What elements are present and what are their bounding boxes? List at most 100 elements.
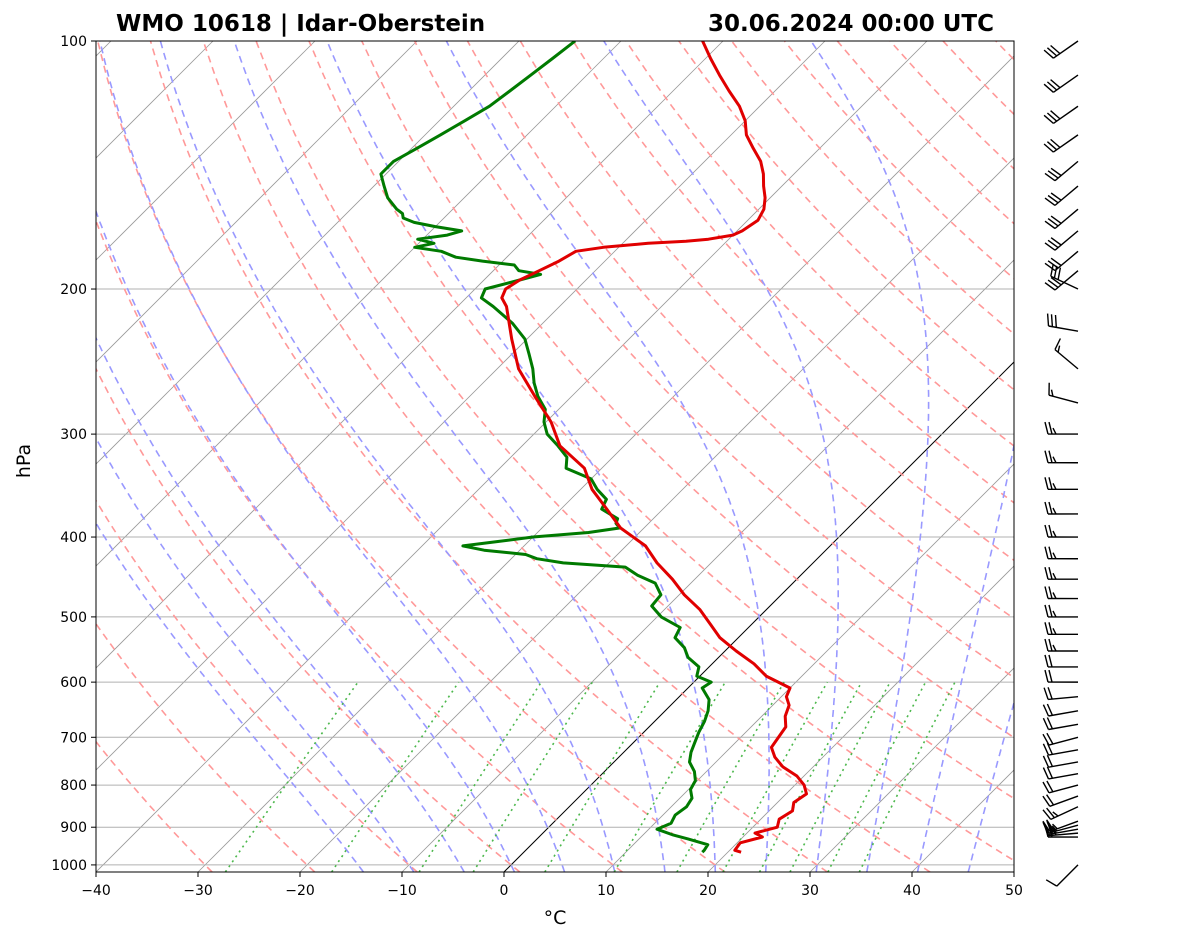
isotherm-line xyxy=(96,41,724,669)
y-tick-label: 900 xyxy=(60,820,87,836)
moist-adiabat-line xyxy=(96,209,516,872)
wind-barb xyxy=(1044,160,1079,182)
isotherm-line xyxy=(96,41,418,363)
wind-barb xyxy=(1045,864,1079,887)
wind-barb xyxy=(1044,270,1079,291)
wind-barb xyxy=(1044,524,1079,538)
isotherm-line xyxy=(96,41,622,567)
wind-barb xyxy=(1042,806,1079,821)
isotherm-line xyxy=(605,463,1014,872)
isotherm-line xyxy=(707,565,1014,872)
x-tick-label: −20 xyxy=(285,883,315,899)
y-tick-label: 800 xyxy=(60,778,87,794)
isotherm-line xyxy=(197,55,1014,872)
wind-barb xyxy=(1044,250,1079,272)
dry-adiabat-line xyxy=(678,41,1014,391)
wind-barb xyxy=(1043,40,1079,59)
moist-adiabat-line xyxy=(967,699,1014,872)
dry-adiabat-line xyxy=(202,41,931,872)
isotherm-line xyxy=(809,667,1014,872)
y-tick-label: 100 xyxy=(60,34,87,50)
dry-adiabat-line xyxy=(96,499,418,872)
wind-barb xyxy=(1044,638,1079,652)
background-grid xyxy=(96,41,1014,872)
wind-barb xyxy=(1044,567,1079,580)
wind-barb xyxy=(1042,819,1079,833)
wind-barb xyxy=(1044,450,1079,464)
datetime-title: 30.06.2024 00:00 UTC xyxy=(708,11,994,37)
wind-barb xyxy=(1044,546,1079,560)
wind-barb xyxy=(1042,780,1079,794)
moist-adiabat-line xyxy=(96,336,465,872)
wind-barb xyxy=(1044,586,1079,600)
dry-adiabat-line xyxy=(572,41,1014,504)
mixing-ratio-line xyxy=(418,681,542,872)
y-tick-label: 600 xyxy=(60,675,87,691)
wind-barb xyxy=(1042,794,1079,807)
wind-barb xyxy=(1044,477,1079,490)
y-tick-label: 1000 xyxy=(51,858,87,874)
mixing-ratio-line xyxy=(858,681,956,872)
moist-adiabat-line xyxy=(916,441,1014,872)
wind-barb xyxy=(1044,654,1079,668)
x-tick-label: 30 xyxy=(801,883,819,899)
wind-barb xyxy=(1042,732,1079,746)
wind-barb xyxy=(1042,703,1079,717)
isotherm-line xyxy=(96,41,826,771)
isotherm-line xyxy=(96,41,928,872)
wind-barb xyxy=(1044,622,1079,636)
wind-barb xyxy=(1044,185,1079,206)
wind-barb xyxy=(1043,687,1079,701)
x-tick-label: −40 xyxy=(81,883,111,899)
wind-barb xyxy=(1044,230,1079,251)
isotherm-line xyxy=(96,41,316,261)
mixing-ratio-line xyxy=(331,681,460,872)
station-title: WMO 10618 | Idar-Oberstein xyxy=(116,11,485,37)
dry-adiabat-line xyxy=(361,41,1014,739)
plot-frame xyxy=(95,40,1015,873)
y-tick-label: 700 xyxy=(60,730,87,746)
temperature-profile xyxy=(500,41,808,854)
wind-barb xyxy=(1054,338,1079,370)
isotherm-line xyxy=(401,259,1014,872)
mixing-ratio-line xyxy=(224,681,359,872)
x-tick-label: 50 xyxy=(1005,883,1023,899)
x-axis-ticks: −40 −30 −20 −10 0 10 20 30 40 50 xyxy=(81,872,1023,899)
dry-adiabat-line xyxy=(255,41,1014,862)
y-axis-ticks: 100 200 300 400 500 600 700 800 900 1000 xyxy=(51,34,96,874)
moist-adiabat-line xyxy=(233,41,666,872)
y-tick-label: 500 xyxy=(60,610,87,626)
moist-adiabat-line xyxy=(810,41,930,872)
dry-adiabat-line xyxy=(149,41,828,872)
y-axis-label: hPa xyxy=(13,444,35,478)
wind-barb xyxy=(1043,74,1079,93)
x-axis-label: °C xyxy=(544,907,567,929)
wind-barb xyxy=(1043,134,1079,153)
wind-barb xyxy=(1042,766,1079,780)
wind-barbs-panel xyxy=(1042,40,1079,887)
mixing-ratio-line xyxy=(544,681,661,872)
wind-barb xyxy=(1048,382,1079,404)
wind-barb xyxy=(1043,105,1079,124)
y-tick-label: 400 xyxy=(60,530,87,546)
wind-barb xyxy=(1042,754,1079,768)
isotherm-line xyxy=(96,41,520,465)
wind-barb xyxy=(1046,313,1079,332)
mixing-ratio-line xyxy=(789,681,891,872)
y-tick-label: 300 xyxy=(60,427,87,443)
moist-adiabat-line xyxy=(159,41,616,872)
x-tick-label: 20 xyxy=(699,883,717,899)
wind-barb xyxy=(1044,604,1079,618)
dry-adiabat-line xyxy=(96,218,623,872)
moist-adiabat-line xyxy=(96,521,365,872)
moist-adiabat-line xyxy=(99,41,566,872)
dry-adiabat-line xyxy=(96,367,521,872)
dry-adiabat-line xyxy=(96,622,316,872)
mixing-ratio-line xyxy=(827,681,927,872)
mixing-ratio-line xyxy=(472,681,594,872)
mixing-ratio-line xyxy=(613,681,726,872)
x-tick-label: −10 xyxy=(387,883,417,899)
sounding-profiles xyxy=(379,41,808,854)
isotherm-line xyxy=(299,157,1014,872)
x-tick-label: 40 xyxy=(903,883,921,899)
